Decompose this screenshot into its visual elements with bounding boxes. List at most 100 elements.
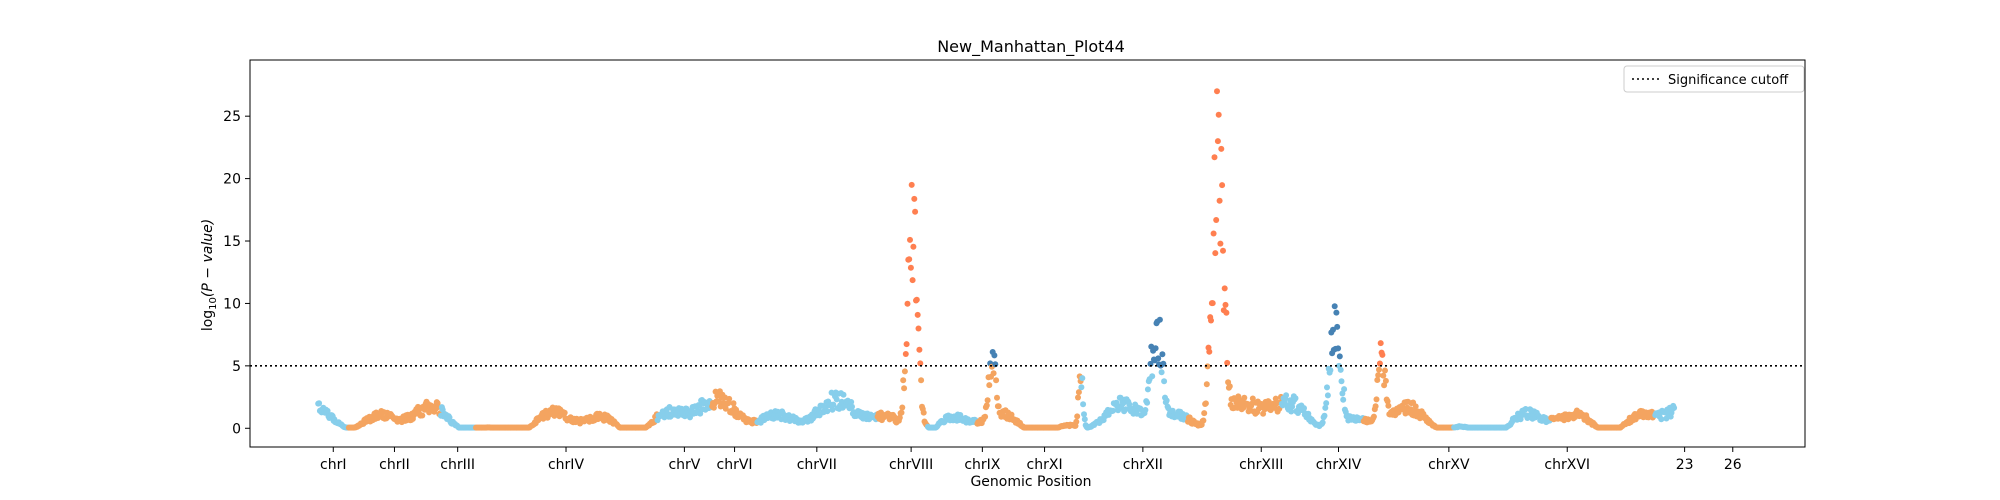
data-point — [1161, 378, 1168, 385]
data-point — [990, 370, 997, 377]
data-point — [1219, 182, 1226, 189]
data-point — [982, 413, 989, 420]
data-point — [896, 414, 903, 421]
data-point — [1373, 396, 1380, 403]
data-point — [1079, 375, 1086, 382]
x-axis-label: Genomic Position — [970, 474, 1091, 490]
data-point — [1144, 399, 1151, 406]
data-point — [902, 351, 909, 357]
data-point — [1385, 402, 1392, 409]
data-point — [918, 377, 925, 384]
data-point — [1331, 303, 1338, 310]
data-point — [1377, 340, 1384, 347]
data-point — [993, 377, 1000, 384]
data-point — [1075, 394, 1081, 401]
data-point — [984, 397, 991, 404]
data-point — [849, 403, 855, 410]
data-point — [1323, 400, 1330, 407]
data-point — [848, 399, 855, 405]
y-axis: 0 5 10 15 20 25 — [223, 109, 250, 437]
data-point — [1327, 367, 1334, 374]
data-point — [1081, 416, 1088, 423]
data-point — [1374, 377, 1381, 383]
data-point — [907, 264, 914, 271]
chart-title: New_Manhattan_Plot44 — [937, 37, 1125, 57]
data-point — [419, 412, 426, 419]
data-point — [1223, 309, 1230, 316]
data-point — [1340, 396, 1347, 403]
data-point — [1319, 419, 1326, 426]
data-point — [1522, 406, 1529, 412]
data-point — [914, 311, 921, 318]
data-point — [915, 325, 922, 332]
y-tick-label: 20 — [223, 172, 241, 188]
data-point — [1221, 285, 1228, 292]
data-point — [1517, 416, 1524, 423]
data-point — [1412, 403, 1419, 410]
data-point — [1206, 348, 1213, 355]
data-point — [900, 377, 907, 384]
data-point — [1202, 400, 1209, 407]
y-tick-label: 15 — [223, 234, 241, 250]
data-point — [1217, 240, 1224, 247]
data-point — [1156, 316, 1163, 323]
x-tick-label: chrVIII — [889, 457, 933, 473]
data-point — [1201, 410, 1208, 417]
x-axis: chrI chrII chrIII chrIV chrV chrVI chrVII chrVI… — [320, 447, 1742, 473]
data-point — [1216, 197, 1223, 204]
data-point — [1074, 413, 1081, 420]
data-point — [1330, 326, 1336, 333]
x-tick-label: chrXI — [1027, 457, 1063, 473]
x-tick-label: chrXIII — [1239, 457, 1283, 473]
data-point — [1334, 323, 1341, 330]
data-point — [1163, 397, 1170, 404]
x-tick-label: chrIX — [964, 457, 1000, 473]
data-point — [1159, 351, 1166, 358]
data-point — [1292, 395, 1299, 402]
y-axis-label: log10(P − value) — [200, 219, 219, 331]
data-point — [991, 352, 998, 359]
data-point — [1075, 389, 1082, 396]
legend: Significance cutoff — [1623, 65, 1805, 93]
data-point — [916, 346, 923, 353]
data-point — [824, 408, 831, 415]
data-point — [1210, 230, 1217, 237]
data-point — [1288, 408, 1295, 415]
legend-box — [1623, 65, 1805, 93]
data-point — [1155, 355, 1162, 362]
data-point — [1321, 412, 1328, 419]
data-point — [1215, 111, 1222, 118]
data-point — [829, 406, 836, 413]
data-point — [1295, 410, 1301, 416]
data-point — [1158, 369, 1165, 376]
data-point — [1376, 360, 1383, 367]
data-point — [983, 402, 990, 409]
data-point — [1211, 154, 1218, 161]
data-point — [1218, 145, 1225, 152]
data-point — [901, 368, 908, 375]
data-point — [324, 407, 331, 414]
data-point — [833, 396, 840, 403]
y-tick-label: 0 — [232, 421, 241, 437]
x-tick-label: chrIV — [548, 457, 584, 473]
data-point — [1214, 88, 1220, 95]
data-point — [1214, 138, 1221, 145]
data-point — [421, 406, 428, 413]
data-point — [1658, 416, 1665, 423]
data-point — [1375, 372, 1382, 379]
data-point — [986, 382, 993, 389]
data-point — [1212, 250, 1219, 257]
data-point — [1073, 418, 1080, 425]
data-point — [1249, 395, 1256, 402]
data-point — [1224, 359, 1231, 366]
data-point — [1222, 301, 1229, 308]
data-point — [1213, 217, 1220, 223]
data-point — [1671, 404, 1678, 411]
data-point — [316, 400, 323, 407]
x-tick-label: chrXVI — [1544, 457, 1590, 473]
data-point — [1078, 384, 1085, 391]
data-point — [1337, 366, 1344, 373]
data-point — [722, 405, 729, 412]
data-point — [1382, 367, 1388, 374]
